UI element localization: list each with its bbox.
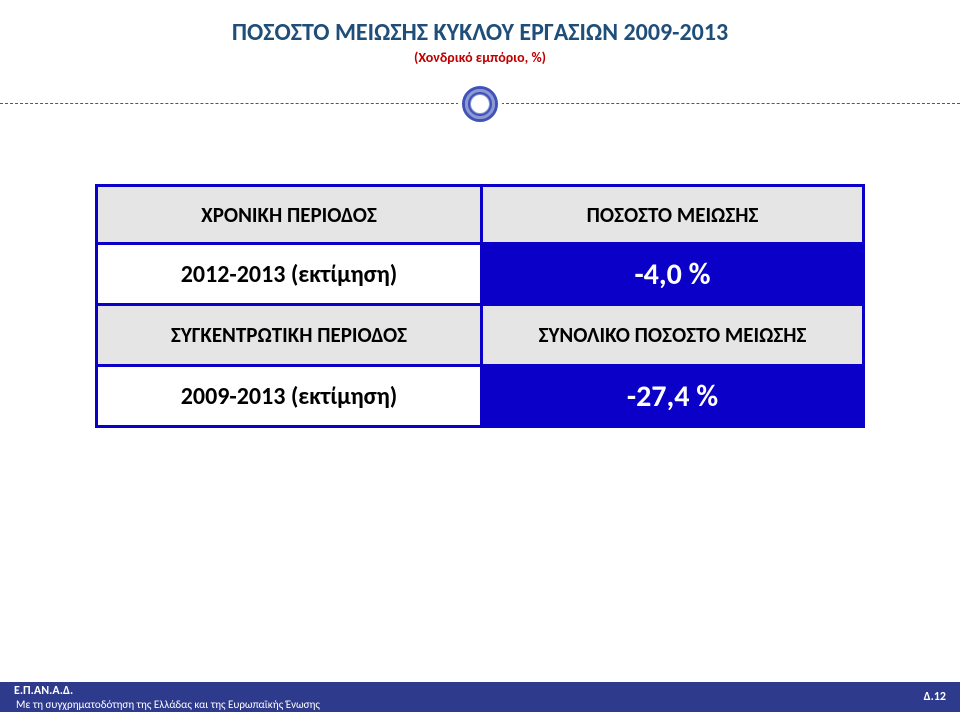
header-aggregate-period: ΣΥΓΚΕΝΤΡΩΤΙΚΗ ΠΕΡΙΟΔΟΣ [95,306,480,364]
row-2009-2013-value: -27,4 % [480,364,865,428]
footer: Ε.Π.ΑΝ.Α.Δ. Με τη συγχρηματοδότηση της Ε… [0,682,960,712]
divider [0,84,960,124]
title-block: ΠΟΣΟΣΤΟ ΜΕΙΩΣΗΣ ΚΥΚΛΟΥ ΕΡΓΑΣΙΩΝ 2009-201… [0,0,960,66]
slide-page: ΠΟΣΟΣΤΟ ΜΕΙΩΣΗΣ ΚΥΚΛΟΥ ΕΡΓΑΣΙΩΝ 2009-201… [0,0,960,712]
header-percentage: ΠΟΣΟΣΤΟ ΜΕΙΩΣΗΣ [480,184,865,242]
title-main: ΠΟΣΟΣΤΟ ΜΕΙΩΣΗΣ ΚΥΚΛΟΥ ΕΡΓΑΣΙΩΝ 2009-201… [0,18,960,47]
divider-circle-icon [462,86,498,122]
footer-left: Ε.Π.ΑΝ.Α.Δ. Με τη συγχρηματοδότηση της Ε… [14,684,320,711]
footer-program: Ε.Π.ΑΝ.Α.Δ. [14,684,73,698]
data-table: ΧΡΟΝΙΚΗ ΠΕΡΙΟΔΟΣ ΠΟΣΟΣΤΟ ΜΕΙΩΣΗΣ 2012-20… [95,184,865,428]
row-2012-2013-label: 2012-2013 (εκτίμηση) [95,242,480,306]
footer-cofinance: Με τη συγχρηματοδότηση της Ελλάδας και τ… [16,698,320,711]
row-2012-2013-value: -4,0 % [480,242,865,306]
title-sub: (Χονδρικό εμπόριο, %) [0,49,960,66]
footer-page-number: Δ.12 [924,690,946,704]
row-2009-2013-label: 2009-2013 (εκτίμηση) [95,364,480,428]
header-period: ΧΡΟΝΙΚΗ ΠΕΡΙΟΔΟΣ [95,184,480,242]
header-aggregate-percentage: ΣΥΝΟΛΙΚΟ ΠΟΣΟΣΤΟ ΜΕΙΩΣΗΣ [480,306,865,364]
